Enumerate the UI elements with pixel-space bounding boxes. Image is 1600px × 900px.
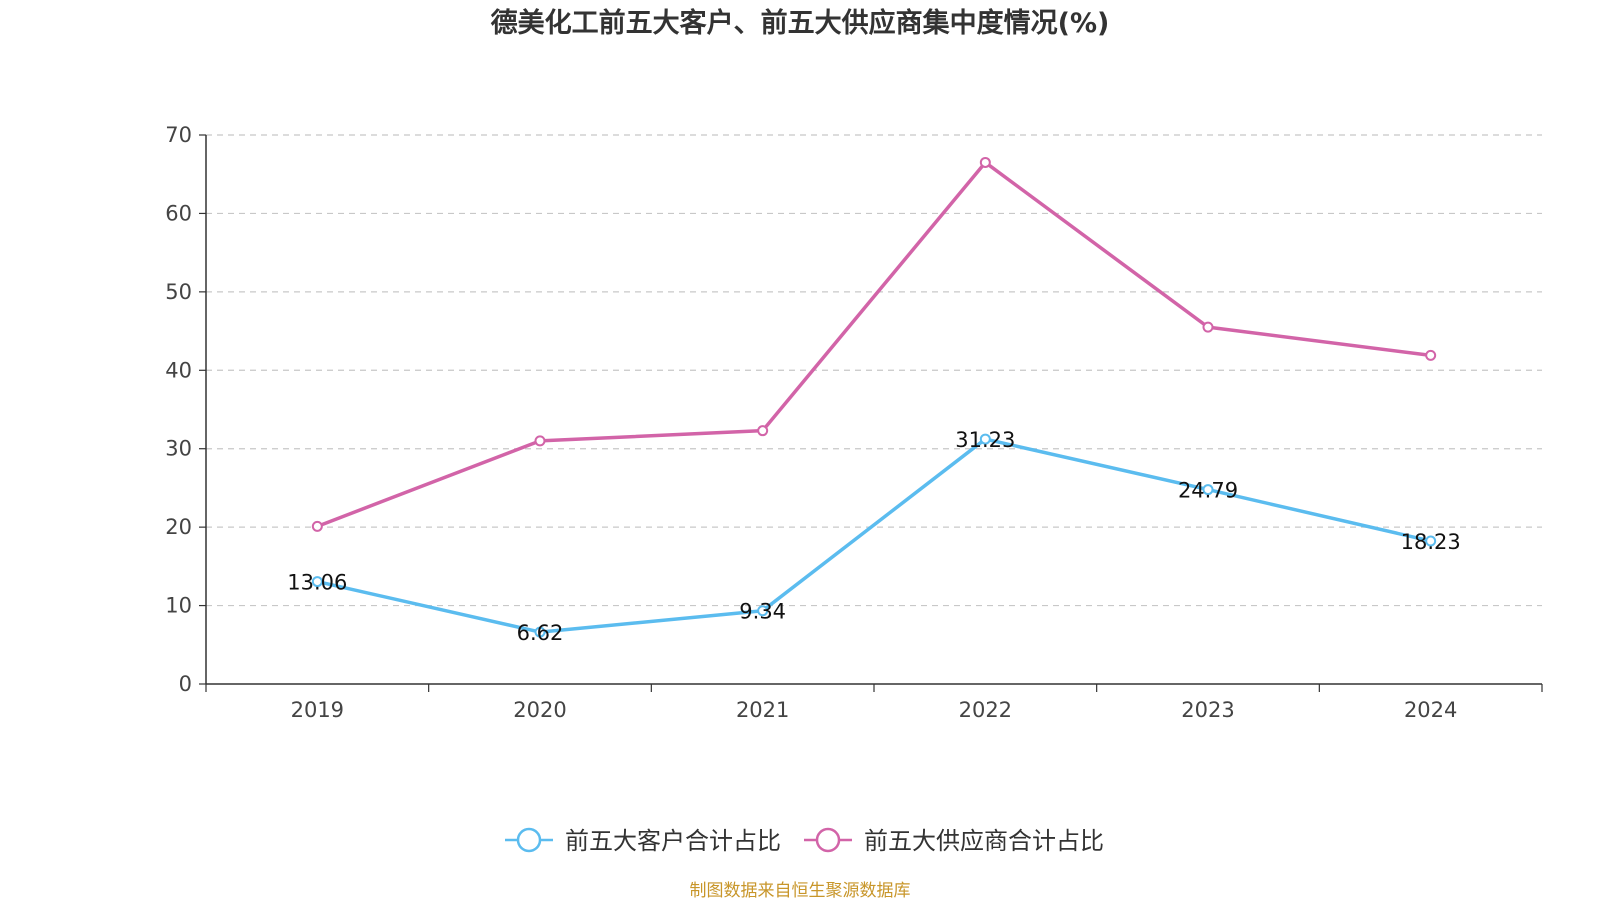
x-tick-label: 2022 <box>959 698 1012 722</box>
legend-item[interactable]: 前五大客户合计占比 <box>505 827 781 855</box>
y-tick-label: 0 <box>179 672 192 696</box>
data-point <box>1425 349 1437 361</box>
axes: 0 10 20 30 40 50 60 70 2019 2020 2021 2022 2023 2024 <box>165 123 1543 722</box>
data-label: 18.23 <box>1401 530 1461 554</box>
legend-label: 前五大供应商合计占比 <box>864 827 1104 855</box>
y-tick-label: 50 <box>165 280 192 304</box>
x-tick-label: 2020 <box>513 698 566 722</box>
legend-item[interactable]: 前五大供应商合计占比 <box>804 827 1104 855</box>
series-group <box>311 156 1437 638</box>
data-labels: 13.06 6.62 9.34 31.23 24.79 18.23 <box>287 428 1460 645</box>
data-point <box>757 425 769 437</box>
x-tick-label: 2024 <box>1404 698 1457 722</box>
data-point <box>311 576 323 588</box>
source-note: 制图数据来自恒生聚源数据库 <box>690 881 911 900</box>
legend-marker <box>815 827 841 853</box>
x-tick-label: 2021 <box>736 698 789 722</box>
data-label: 6.62 <box>517 621 564 645</box>
y-tick-label: 20 <box>165 515 192 539</box>
data-point <box>1202 484 1214 496</box>
data-point <box>534 435 546 447</box>
y-tick-label: 40 <box>165 358 192 382</box>
data-point <box>1202 321 1214 333</box>
data-point <box>979 156 991 168</box>
x-tick-label: 2019 <box>291 698 344 722</box>
series-line <box>316 160 1431 528</box>
chart-title: 德美化工前五大客户、前五大供应商集中度情况(%) <box>491 7 1110 39</box>
data-point <box>311 520 323 532</box>
grid-lines <box>206 134 1542 607</box>
data-label: 13.06 <box>287 571 347 595</box>
data-point <box>757 605 769 617</box>
legend-label: 前五大客户合计占比 <box>565 827 781 855</box>
legend-marker <box>516 827 542 853</box>
data-point <box>534 626 546 638</box>
data-label: 9.34 <box>739 600 786 624</box>
x-tick-label: 2023 <box>1181 698 1234 722</box>
data-point <box>1425 535 1437 547</box>
y-tick-label: 30 <box>165 437 192 461</box>
data-point <box>979 433 991 445</box>
y-tick-label: 60 <box>165 201 192 225</box>
series-line <box>316 437 1432 634</box>
y-tick-label: 10 <box>165 594 192 618</box>
y-tick-label: 70 <box>165 123 192 147</box>
data-label: 31.23 <box>955 428 1015 452</box>
legend[interactable]: 前五大客户合计占比 前五大供应商合计占比 <box>505 827 1104 855</box>
data-label: 24.79 <box>1178 479 1238 503</box>
